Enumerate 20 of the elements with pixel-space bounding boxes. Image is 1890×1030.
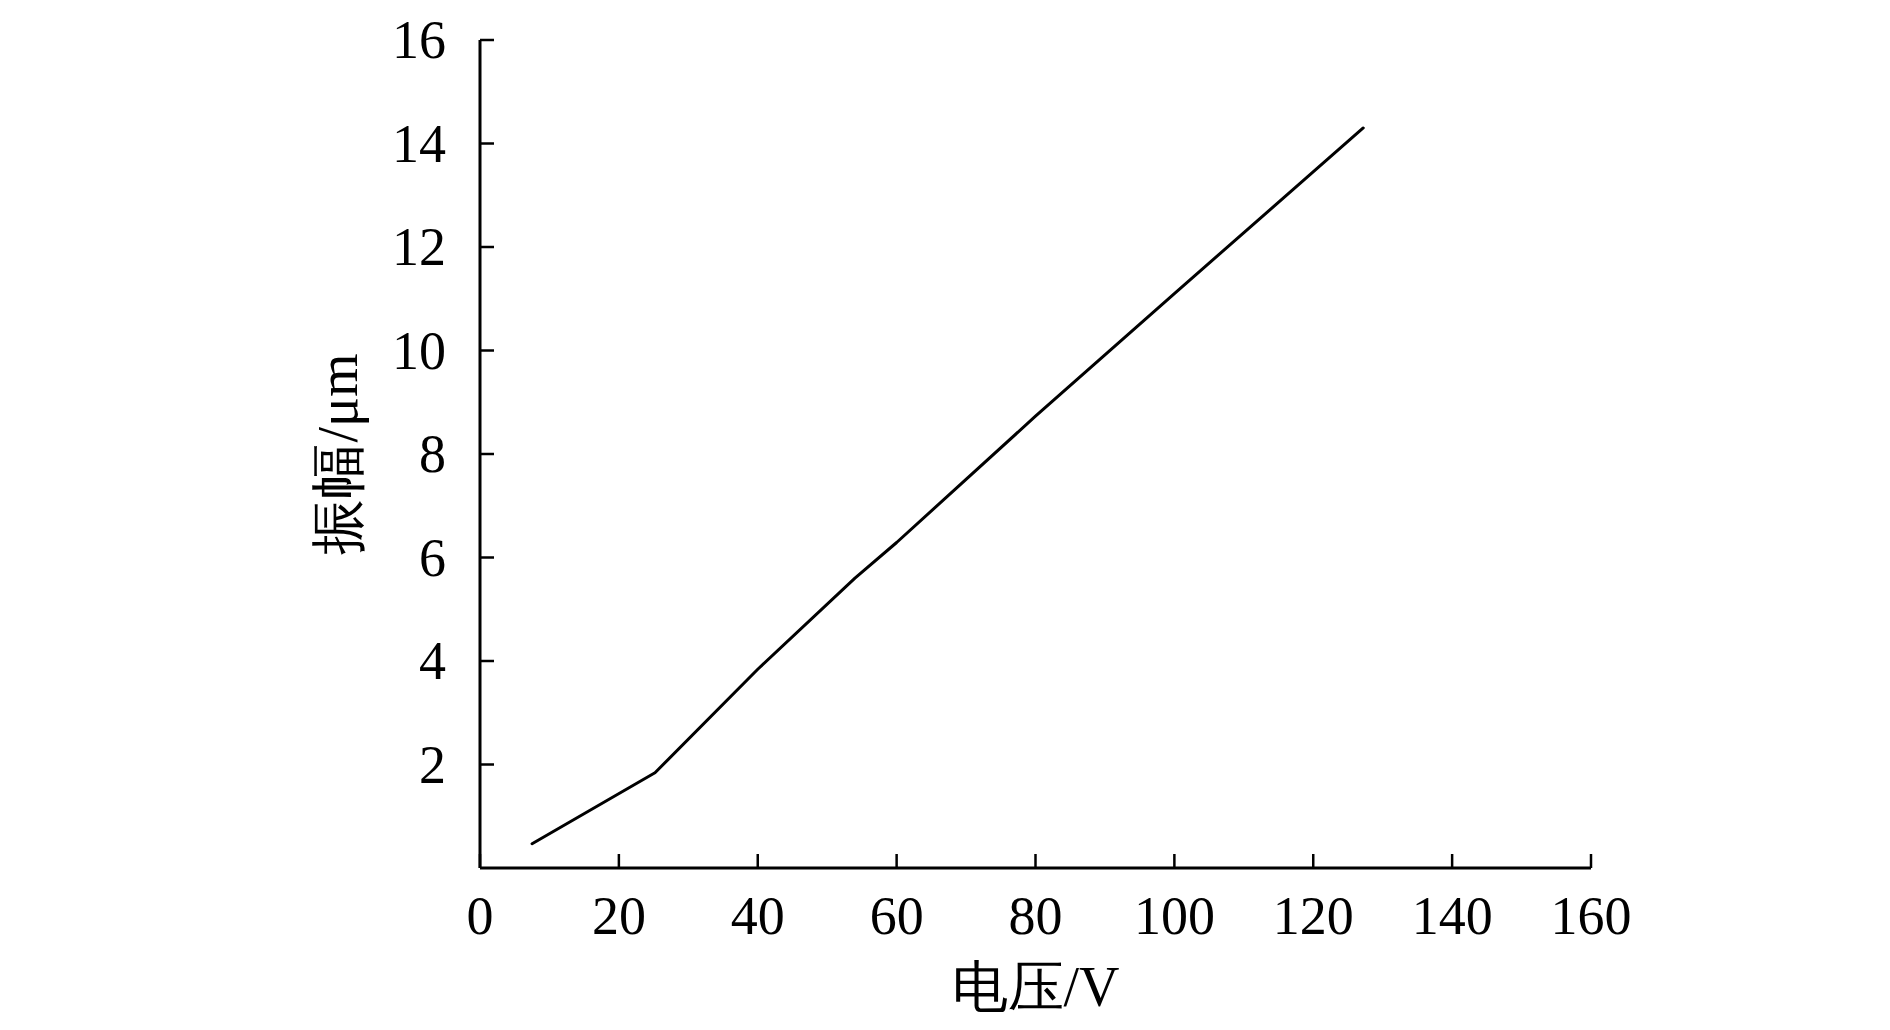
x-axis-title: 电压/V bbox=[951, 956, 1120, 1018]
y-tick-label: 16 bbox=[392, 10, 446, 70]
y-tick-label: 4 bbox=[419, 631, 446, 691]
y-axis-title: 振幅/μm bbox=[307, 353, 369, 555]
x-tick-label: 160 bbox=[1550, 886, 1632, 946]
x-tick-label: 40 bbox=[730, 886, 785, 946]
y-tick-label: 8 bbox=[419, 424, 446, 484]
x-tick-label: 120 bbox=[1272, 886, 1354, 946]
x-tick-label: 140 bbox=[1411, 886, 1493, 946]
y-tick-label: 12 bbox=[392, 217, 446, 277]
x-tick-label: 0 bbox=[466, 886, 494, 946]
y-tick-label: 14 bbox=[392, 113, 446, 174]
x-tick-label: 20 bbox=[591, 886, 646, 946]
x-tick-label: 80 bbox=[1008, 886, 1063, 946]
y-tick-label: 2 bbox=[419, 734, 446, 795]
x-tick-label: 60 bbox=[869, 886, 924, 946]
x-tick-label: 100 bbox=[1133, 886, 1215, 946]
y-tick-label: 6 bbox=[419, 527, 446, 588]
y-tick-label: 10 bbox=[392, 320, 446, 381]
line-series bbox=[530, 126, 1365, 846]
